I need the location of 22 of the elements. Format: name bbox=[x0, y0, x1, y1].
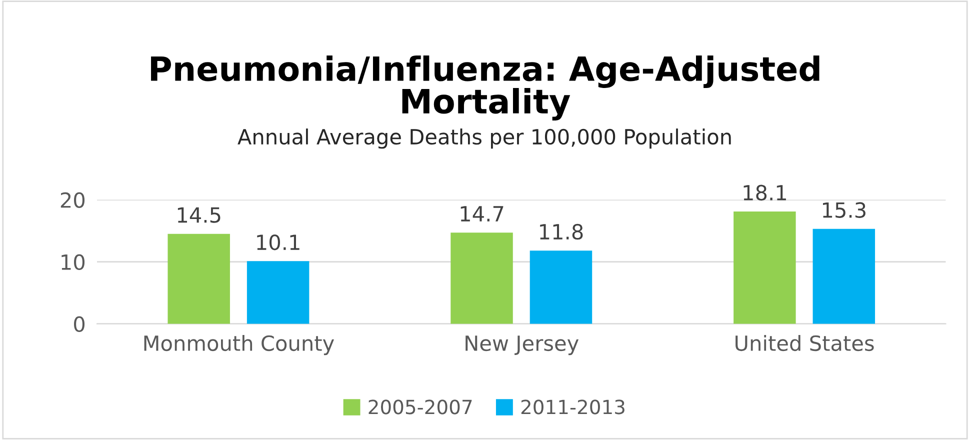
x-tick-label: New Jersey bbox=[466, 336, 579, 356]
bar bbox=[246, 261, 310, 324]
data-label: 10.1 bbox=[257, 234, 300, 250]
data-label: 18.1 bbox=[744, 184, 786, 201]
legend-label: 2005-2007 bbox=[368, 400, 472, 414]
data-label: 15.3 bbox=[822, 202, 866, 218]
chart-subtitle: Annual Average Deaths per 100,000 Population bbox=[238, 128, 731, 149]
data-label: 11.8 bbox=[540, 224, 583, 240]
legend-label: 2011-2013 bbox=[521, 400, 624, 414]
bar bbox=[812, 228, 876, 324]
y-tick-label: 0 bbox=[74, 316, 85, 332]
bar bbox=[530, 250, 592, 324]
bar bbox=[450, 232, 513, 324]
x-tick-label: United States bbox=[736, 334, 874, 352]
y-tick-label: 20 bbox=[60, 192, 85, 208]
x-tick-label: Monmouth County bbox=[144, 334, 334, 356]
chart-title: Pneumonia/Influenza: Age-Adjusted Mortality bbox=[151, 55, 820, 121]
bar bbox=[168, 234, 230, 324]
data-label: 14.7 bbox=[460, 206, 504, 222]
y-tick-label: 10 bbox=[62, 254, 85, 270]
bar bbox=[734, 212, 796, 324]
data-label: 14.5 bbox=[178, 207, 220, 223]
